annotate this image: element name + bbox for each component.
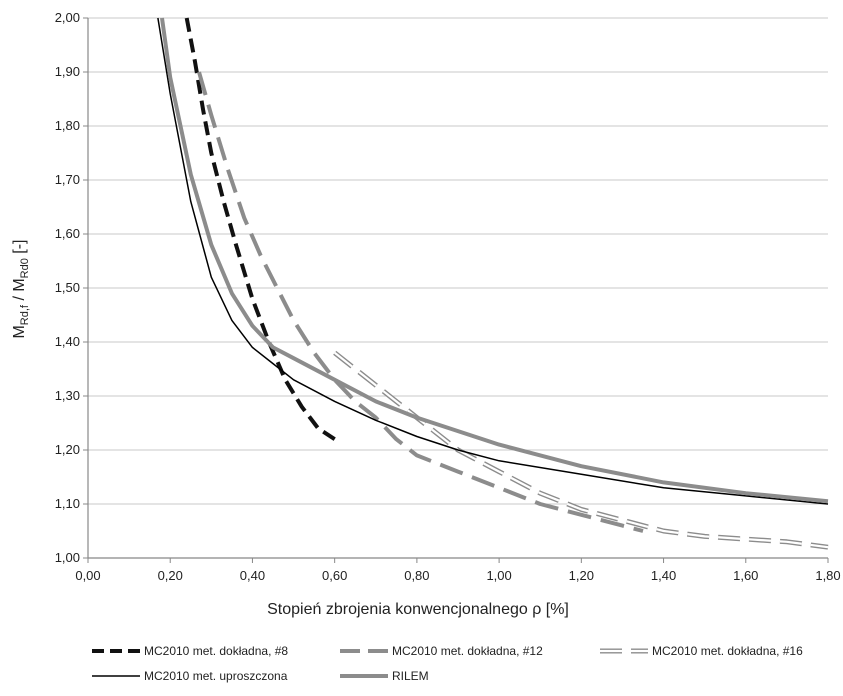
series-3-line <box>333 350 829 550</box>
y-tick-label: 1,90 <box>55 64 80 79</box>
legend-item: MC2010 met. uproszczona <box>92 669 288 683</box>
legend-label: MC2010 met. uproszczona <box>144 669 288 683</box>
series-1-line <box>184 17 336 441</box>
x-tick-label: 1,60 <box>733 568 758 583</box>
series-lines <box>157 17 829 550</box>
x-axis-title: Stopień zbrojenia konwencjonalnego ρ [%] <box>267 601 569 618</box>
tick-labels: 1,00 1,10 1,20 1,30 1,40 1,50 1,60 1,70 1,80 1,90… <box>55 10 841 583</box>
x-tick-label: 0,40 <box>240 568 265 583</box>
x-tick-label: 0,60 <box>322 568 347 583</box>
y-tick-label: 1,10 <box>55 496 80 511</box>
y-tick-label: 1,60 <box>55 226 80 241</box>
gridlines <box>88 17 828 505</box>
series-line-inner <box>334 351 829 549</box>
y-tick-label: 1,00 <box>55 550 80 565</box>
series-line-stroke <box>184 17 336 441</box>
x-tick-label: 1,40 <box>651 568 676 583</box>
x-tick-label: 1,20 <box>569 568 594 583</box>
y-axis-title-prefix: M <box>11 325 28 338</box>
x-tick-label: 1,00 <box>486 568 511 583</box>
y-axis-title-suffix: [-] <box>11 239 28 258</box>
y-axis-title-sub1: Rd,f <box>19 304 31 325</box>
y-tick-label: 1,20 <box>55 442 80 457</box>
legend-item: MC2010 met. dokładna, #12 <box>340 644 543 658</box>
series-4-line <box>157 17 829 505</box>
legend-item: MC2010 met. dokładna, #8 <box>92 644 288 658</box>
legend-label: MC2010 met. dokładna, #12 <box>392 644 543 658</box>
y-tick-label: 1,30 <box>55 388 80 403</box>
series-line-stroke <box>197 71 644 533</box>
axes <box>83 17 829 563</box>
legend-label: RILEM <box>392 669 429 683</box>
series-line-stroke <box>160 17 829 504</box>
legend: MC2010 met. dokładna, #8 MC2010 met. dokł… <box>92 644 803 683</box>
series-2-line <box>197 71 644 533</box>
x-tick-label: 0,20 <box>158 568 183 583</box>
x-tick-label: 1,80 <box>815 568 840 583</box>
legend-item: MC2010 met. dokładna, #16 <box>600 644 803 658</box>
series-5-line <box>160 17 829 504</box>
y-tick-label: 1,80 <box>55 118 80 133</box>
series-line-stroke <box>157 17 829 505</box>
legend-label: MC2010 met. dokładna, #16 <box>652 644 803 658</box>
legend-label: MC2010 met. dokładna, #8 <box>144 644 288 658</box>
x-tick-label: 0,80 <box>404 568 429 583</box>
legend-item: RILEM <box>340 669 429 683</box>
y-axis-title: MRd,f / MRd0 [-] <box>11 239 31 338</box>
y-axis-title-sub2: Rd0 <box>19 258 31 278</box>
x-tick-label: 0,00 <box>75 568 100 583</box>
y-tick-label: 1,70 <box>55 172 80 187</box>
y-tick-label: 1,50 <box>55 280 80 295</box>
y-tick-label: 1,40 <box>55 334 80 349</box>
y-tick-label: 2,00 <box>55 10 80 25</box>
y-axis-title-middle: / M <box>11 278 28 305</box>
